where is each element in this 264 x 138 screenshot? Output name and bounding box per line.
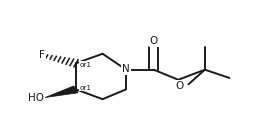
Polygon shape — [45, 86, 78, 98]
Text: F: F — [39, 50, 45, 60]
Text: O: O — [175, 81, 183, 91]
Text: N: N — [122, 64, 130, 74]
Text: or1: or1 — [80, 62, 92, 68]
Text: or1: or1 — [80, 85, 92, 91]
Text: O: O — [150, 36, 158, 46]
Text: HO: HO — [28, 93, 44, 103]
